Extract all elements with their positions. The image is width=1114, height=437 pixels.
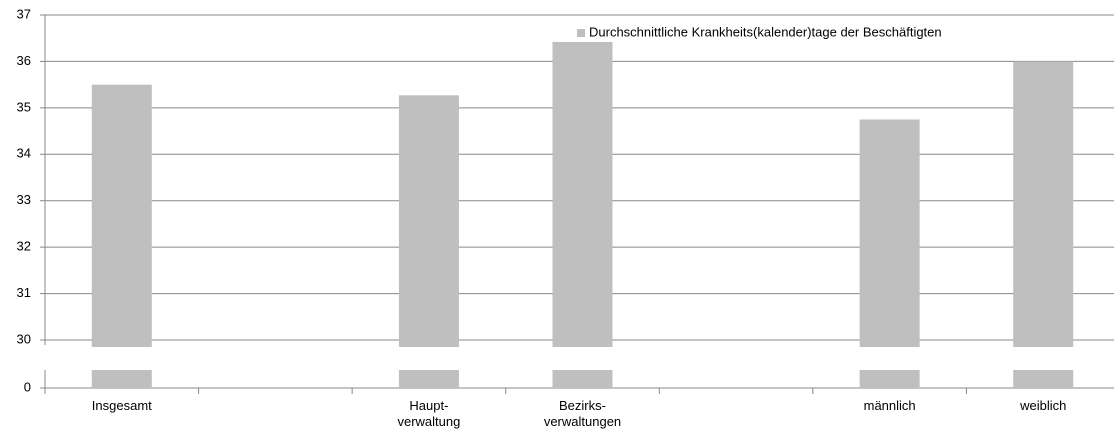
y-tick-label: 34: [17, 146, 31, 161]
legend-swatch: [577, 29, 585, 37]
bar: [552, 41, 613, 348]
bar-base: [1013, 370, 1074, 388]
y-tick-label: 32: [17, 239, 31, 254]
bar: [91, 84, 152, 348]
bar: [859, 119, 920, 347]
x-tick-label: Bezirks- verwaltungen: [543, 398, 622, 429]
bar-base: [398, 370, 459, 388]
y-tick-label: 36: [17, 53, 31, 68]
bar-base: [859, 370, 920, 388]
bar: [398, 95, 459, 347]
y-tick-label: 31: [17, 285, 31, 300]
x-tick-label: männlich: [863, 398, 916, 413]
x-tick-label: weiblich: [1020, 398, 1067, 413]
x-tick-label: Insgesamt: [91, 398, 152, 413]
y-tick-label: 30: [17, 331, 31, 346]
y-tick-label: 33: [17, 192, 31, 207]
bar-base: [552, 370, 613, 388]
bar-base: [91, 370, 152, 388]
y-tick-label: 0: [24, 379, 31, 394]
x-tick-label: Haupt- verwaltung: [397, 398, 461, 429]
y-tick-label: 37: [17, 6, 31, 21]
y-tick-label: 35: [17, 99, 31, 114]
bar: [1013, 61, 1074, 348]
legend-label: Durchschnittliche Krankheits(kalender)ta…: [589, 24, 942, 39]
